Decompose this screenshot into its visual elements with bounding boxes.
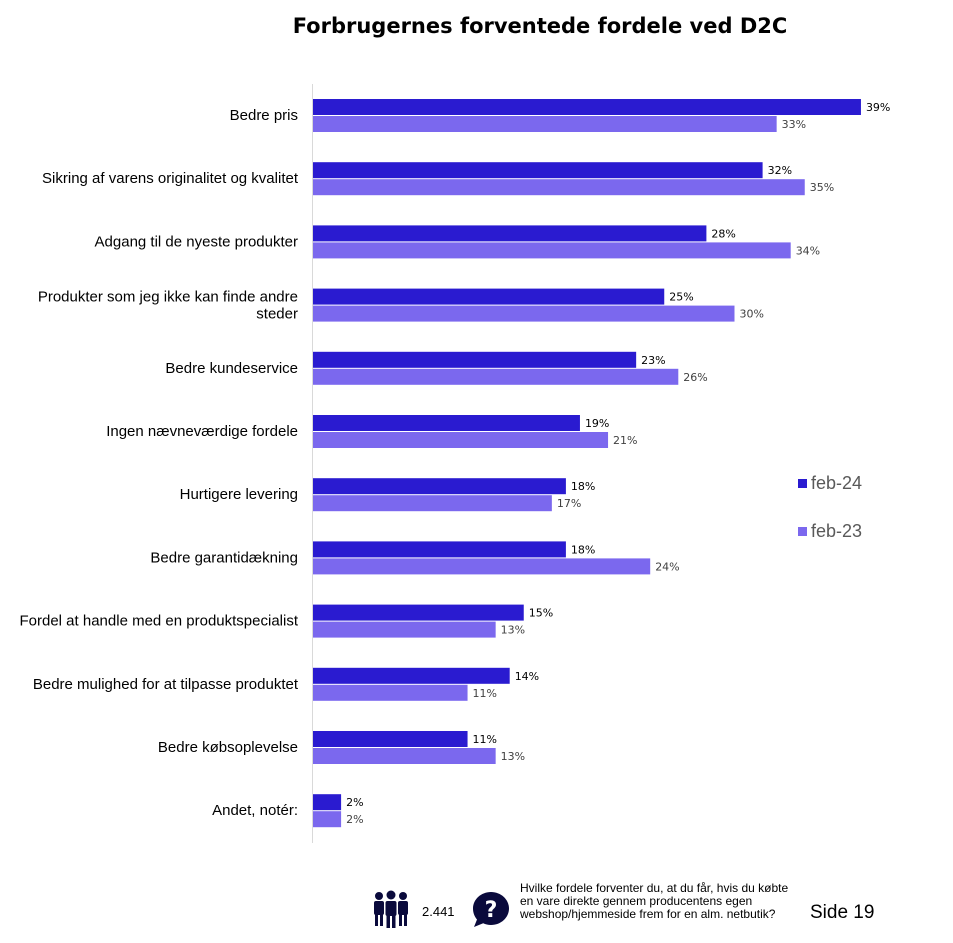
bar-feb-23-produkter-som-jeg-ikke-kan-finde-andre-steder [313,305,735,322]
bar-feb-24-produkter-som-jeg-ikke-kan-finde-andre-steder [313,288,665,305]
data-label-feb-23: 2% [346,813,363,826]
bar-feb-23-bedre-pris [313,116,777,132]
legend-item-feb-24: feb-24 [798,473,862,494]
category-label: Bedre pris [230,107,298,124]
survey-question: Hvilke fordele forventer du, at du får, … [520,881,789,921]
data-label-feb-23: 11% [473,687,497,700]
legend-label-feb-24: feb-24 [811,473,863,493]
bar-feb-24-fordel-at-handle-med-en-produktspecialist [313,604,524,621]
category-label: Bedre garantidækning [150,549,298,566]
data-label-feb-23: 30% [740,308,764,321]
category-label: Sikring af varens originalitet og kvalit… [42,170,299,187]
category-label: Andet, notér: [212,802,298,819]
legend-swatch-feb-23 [798,527,807,536]
bar-feb-24-ingen-nævneværdige-fordele [313,415,580,431]
data-label-feb-23: 34% [796,244,820,257]
data-label-feb-24: 25% [669,291,693,304]
data-label-feb-24: 18% [571,543,595,556]
data-label-feb-23: 26% [683,371,707,384]
bar-feb-24-bedre-mulighed-for-at-tilpasse-produktet [313,667,510,684]
bar-feb-23-andet-not-r [313,811,342,828]
bar-feb-24-bedre-kundeservice [313,351,637,368]
bar-feb-23-bedre-garantidækning [313,558,651,575]
category-label: Bedre mulighed for at tilpasse produktet [33,676,299,693]
page-number: Side 19 [810,902,875,923]
people-icon [374,890,408,928]
data-label-feb-24: 18% [571,480,595,493]
bar-feb-24-bedre-pris [313,99,861,115]
data-label-feb-24: 2% [346,796,363,809]
bar-feb-23-hurtigere-levering [313,495,552,512]
data-label-feb-23: 33% [782,118,806,131]
legend-swatch-feb-24 [798,479,807,488]
legend-item-feb-23: feb-23 [798,521,862,542]
bar-feb-23-ingen-nævneværdige-fordele [313,432,609,448]
bar-feb-24-bedre-garantidækning [313,541,566,558]
bar-feb-24-andet-not-r [313,794,342,811]
data-label-feb-24: 23% [641,354,665,367]
bar-feb-23-bedre-mulighed-for-at-tilpasse-produktet [313,684,468,701]
question-bubble-icon: ? [473,892,509,927]
category-label: Bedre købsoplevelse [158,739,298,756]
category-label: Bedre kundeservice [165,360,298,377]
data-label-feb-23: 17% [557,497,581,510]
category-label: Hurtigere levering [180,486,298,503]
data-label-feb-24: 11% [473,733,497,746]
data-label-feb-24: 32% [768,164,792,177]
chart-title: Forbrugernes forventede fordele ved D2C [292,14,788,38]
data-label-feb-24: 39% [866,101,890,114]
category-label: Produkter som jeg ikke kan finde andre st… [38,289,298,323]
data-label-feb-23: 35% [810,181,834,194]
data-label-feb-24: 28% [711,227,735,240]
svg-text:?: ? [485,898,498,923]
bar-feb-24-sikring-af-varens-originalitet-og-kvalitet [313,162,763,179]
bar-chart: Bedre pris 39% 33% Sikring af varens origin… [20,84,890,843]
bar-feb-24-bedre-købsoplevelse [313,731,468,747]
data-label-feb-23: 13% [501,750,525,763]
data-label-feb-24: 19% [585,417,609,430]
category-label: Fordel at handle med en produktspecialis… [20,613,299,630]
bar-feb-24-hurtigere-levering [313,478,566,495]
data-label-feb-23: 13% [501,624,525,637]
data-label-feb-23: 24% [655,560,679,573]
category-label: Ingen nævneværdige fordele [106,423,298,440]
bar-feb-23-bedre-kundeservice [313,368,679,385]
data-label-feb-24: 15% [529,607,553,620]
legend-label-feb-23: feb-23 [811,521,863,541]
data-label-feb-24: 14% [515,670,539,683]
bar-feb-24-adgang-til-de-nyeste-produkter [313,225,707,242]
category-label: Adgang til de nyeste produkter [95,233,298,250]
bar-feb-23-sikring-af-varens-originalitet-og-kvalitet [313,179,805,196]
data-label-feb-23: 21% [613,434,637,447]
bar-feb-23-fordel-at-handle-med-en-produktspecialist [313,621,496,638]
bar-feb-23-adgang-til-de-nyeste-produkter [313,242,791,259]
bar-feb-23-bedre-købsoplevelse [313,748,496,764]
respondents-count: 2.441 [422,904,455,919]
